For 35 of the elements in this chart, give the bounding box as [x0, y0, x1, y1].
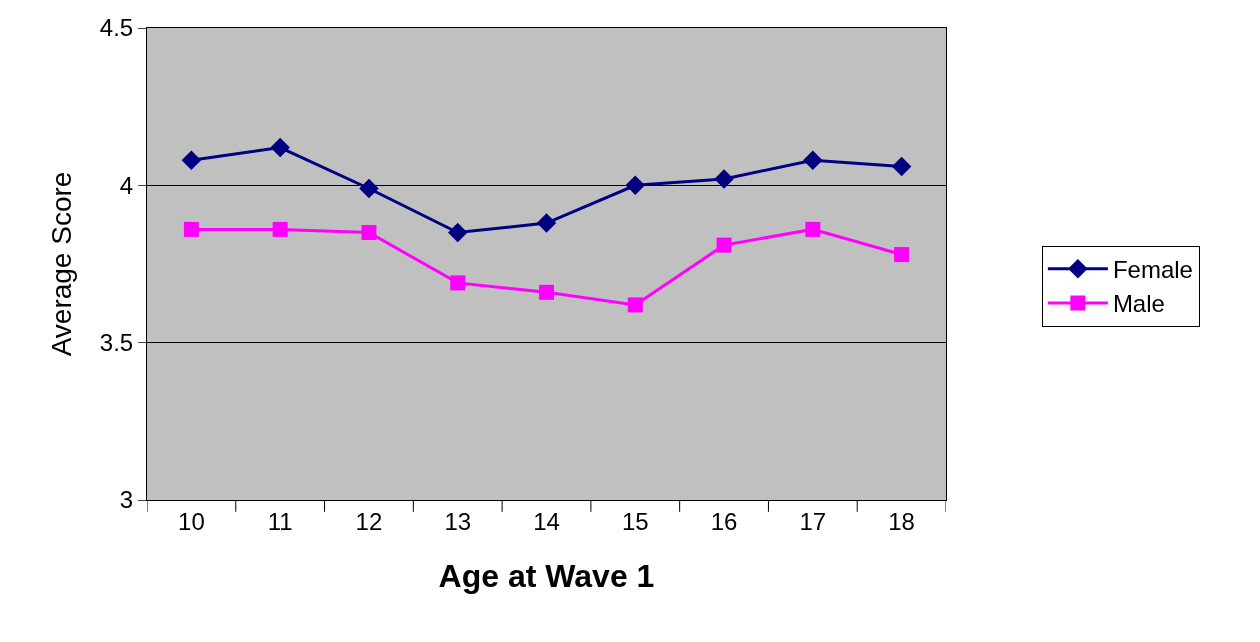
point — [181, 150, 202, 170]
point — [805, 221, 821, 237]
legend-label: Male — [1112, 290, 1165, 318]
point — [270, 137, 290, 158]
x-tick-label: 18 — [888, 507, 915, 535]
point — [803, 150, 823, 170]
y-tick-label: 3 — [119, 486, 134, 514]
y-tick-label: 4 — [119, 171, 134, 199]
point — [536, 213, 557, 233]
point — [714, 169, 734, 189]
point — [272, 221, 288, 237]
x-tick-label: 15 — [621, 507, 649, 535]
point — [894, 247, 910, 263]
y-axis-title: Average Score — [45, 171, 77, 357]
point — [450, 275, 466, 291]
point — [183, 221, 199, 237]
x-tick-label: 12 — [355, 507, 383, 535]
legend-label: Female — [1112, 256, 1193, 284]
point — [447, 222, 468, 243]
x-tick-label: 11 — [267, 507, 293, 535]
point — [625, 175, 646, 196]
point — [627, 297, 643, 313]
point — [891, 156, 912, 177]
x-tick-label: 16 — [710, 507, 738, 535]
x-tick-label: 17 — [799, 507, 827, 535]
x-tick-label: 14 — [533, 507, 560, 535]
point — [359, 178, 379, 199]
x-axis-title: Age at Wave 1 — [438, 557, 655, 594]
y-tick-label: 4.5 — [99, 14, 134, 42]
x-tick-label: 13 — [444, 507, 472, 535]
point — [539, 284, 554, 300]
point — [716, 237, 732, 253]
y-tick-label: 3.5 — [99, 329, 134, 357]
x-tick-label: 10 — [178, 507, 205, 535]
point — [361, 225, 377, 241]
